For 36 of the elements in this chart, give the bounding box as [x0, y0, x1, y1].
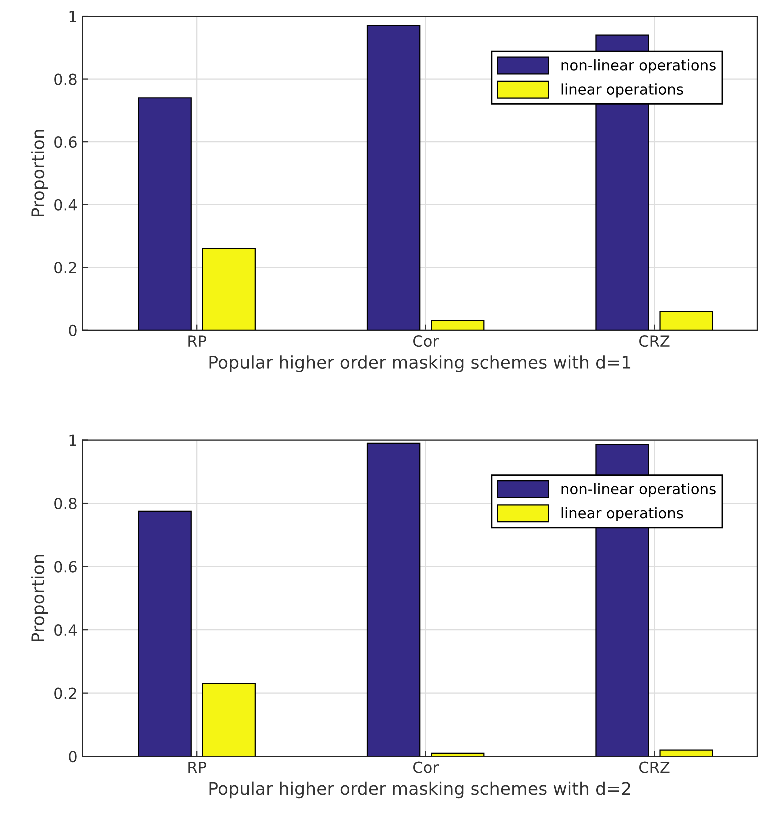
y-tick-label: 1: [70, 434, 76, 446]
bar: [202, 248, 256, 330]
legend-label: non-linear operations: [562, 60, 716, 74]
y-tick-label: 0: [69, 751, 77, 763]
legend-label: linear operations: [562, 507, 684, 522]
x-tick-label: RP: [188, 336, 206, 347]
y-tick-label: 1: [70, 11, 76, 22]
x-tick-label: Cor: [414, 762, 439, 774]
y-tick-label: 0.6: [54, 561, 77, 573]
x-tick-label: RP: [188, 762, 206, 774]
y-tick-label: 0.4: [54, 199, 78, 211]
y-tick-label: 0.8: [54, 74, 77, 86]
bar: [430, 752, 485, 757]
y-tick-label: 0.6: [54, 136, 77, 148]
legend-label: linear operations: [562, 84, 684, 98]
bar: [202, 683, 256, 757]
legend-label: non-linear operations: [562, 483, 716, 498]
bar: [660, 311, 714, 330]
bar: [138, 510, 192, 757]
x-tick-label: CRZ: [640, 762, 670, 774]
bar: [660, 750, 714, 757]
x-tick-label: CRZ: [640, 336, 670, 348]
x-axis-title: Popular higher order masking schemes with d=1: [210, 356, 631, 372]
bar: [430, 320, 485, 330]
y-tick-label: 0.4: [54, 624, 78, 636]
bar: [138, 98, 192, 330]
y-tick-label: 0.2: [54, 688, 76, 700]
y-axis-title: Proportion: [31, 555, 48, 642]
y-axis-title: Proportion: [31, 130, 48, 217]
y-tick-label: 0: [69, 324, 77, 336]
x-tick-label: Cor: [414, 336, 439, 348]
x-axis-title: Popular higher order masking schemes with d=2: [210, 782, 630, 799]
bar: [366, 442, 421, 757]
y-tick-label: 0.8: [54, 498, 77, 510]
bar: [366, 25, 421, 330]
y-tick-label: 0.2: [54, 262, 76, 274]
